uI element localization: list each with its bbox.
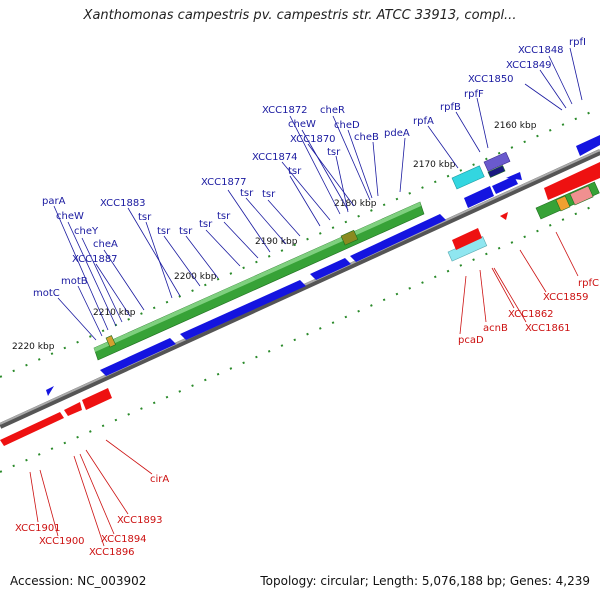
gene-label: XCC1893 [117, 515, 163, 526]
gene-label: cheY [74, 226, 99, 237]
accession-text: Accession: NC_003902 [10, 574, 147, 588]
gene-label: XCC1901 [15, 523, 61, 534]
reverse-labels: rpfC XCC1859 XCC1861 XCC1862 acnB pcaD c… [15, 278, 599, 558]
gene-label: XCC1877 [201, 177, 247, 188]
gene-label: rpfI [569, 37, 586, 48]
gene-label: tsr [288, 166, 302, 177]
gene-label: parA [42, 196, 66, 207]
gene-label: XCC1861 [525, 323, 571, 334]
gene-label: motC [33, 288, 60, 299]
gene-label: tsr [240, 188, 254, 199]
gene-label: cheW [56, 211, 84, 222]
gene-label: pdeA [384, 128, 410, 139]
tick-label: 2160 kbp [494, 121, 537, 131]
gene-label: tsr [327, 147, 341, 158]
gene-label: tsr [179, 226, 193, 237]
reverse-leaders [29, 231, 579, 547]
gene-label: rpfA [413, 116, 434, 127]
gene-label: XCC1870 [290, 134, 336, 145]
tick-label: 2210 kbp [93, 308, 136, 318]
gene-label: XCC1848 [518, 45, 564, 56]
tick-label: 2200 kbp [174, 272, 217, 282]
gene-label: tsr [262, 189, 276, 200]
tick-label: 2170 kbp [413, 160, 456, 170]
gene-label: XCC1850 [468, 74, 514, 85]
forward-labels: rpfI XCC1848 XCC1849 XCC1850 rpfF rpfB r… [33, 37, 586, 299]
gene-label: cheB [354, 132, 379, 143]
gene-label: XCC1862 [508, 309, 554, 320]
reverse-cds [0, 162, 600, 446]
gene-label: acnB [483, 323, 508, 334]
genome-summary: Topology: circular; Length: 5,076,188 bp… [260, 574, 590, 588]
tick-label: 2220 kbp [12, 342, 55, 352]
gene-label: XCC1872 [262, 105, 308, 116]
gene-label: cheA [93, 239, 118, 250]
gene-label: tsr [199, 219, 213, 230]
gene-label: XCC1859 [543, 292, 589, 303]
gene-label: XCC1849 [506, 60, 552, 71]
gene-label: XCC1894 [101, 534, 147, 545]
gene-label: XCC1900 [39, 536, 85, 547]
tick-label: 2180 kbp [334, 199, 377, 209]
tick-label: 2190 kbp [255, 237, 298, 247]
gene-label: rpfF [464, 89, 484, 100]
gene-label: tsr [217, 211, 231, 222]
kbp-ticks: 2160 kbp 2170 kbp 2180 kbp 2190 kbp 2200… [12, 121, 537, 352]
gene-label: XCC1887 [72, 254, 118, 265]
gene-label: cheW [288, 119, 316, 130]
gene-label: tsr [138, 212, 152, 223]
gene-label: cheD [334, 120, 360, 131]
gene-label: tsr [157, 226, 171, 237]
gene-label: rpfB [440, 102, 461, 113]
forward-cds [46, 135, 600, 396]
gene-label: pcaD [458, 335, 484, 346]
gene-label: cirA [150, 474, 169, 485]
gene-label: XCC1874 [252, 152, 298, 163]
page-title: Xanthomonas campestris pv. campestris st… [83, 8, 517, 23]
feature-band [93, 151, 600, 361]
gene-label: cheR [320, 105, 345, 116]
gene-label: motB [61, 276, 88, 287]
gene-label: rpfC [578, 278, 599, 289]
dotted-tracks [0, 107, 600, 473]
gene-label: XCC1896 [89, 547, 135, 558]
forward-leaders [53, 47, 583, 341]
gene-label: XCC1883 [100, 198, 146, 209]
